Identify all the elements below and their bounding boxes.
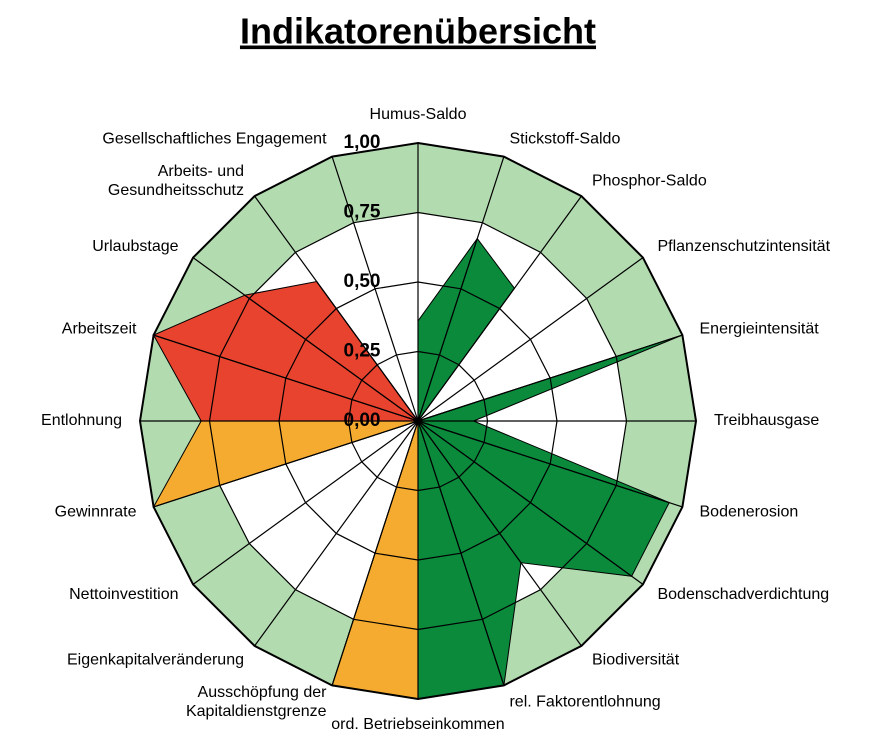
spoke xyxy=(417,195,582,422)
category-label: Arbeits- und Gesundheitsschutz xyxy=(108,163,244,199)
spoke xyxy=(417,420,582,647)
spoke xyxy=(417,420,505,686)
spoke xyxy=(192,257,419,422)
r-tick-label: 0,50 xyxy=(344,271,381,292)
spoke xyxy=(331,156,419,422)
category-label: Bodenschadverdichtung xyxy=(657,586,829,603)
r-tick-label: 0,75 xyxy=(344,202,381,223)
r-tick-label: 0,25 xyxy=(344,341,381,362)
category-label: rel. Faktorentlohnung xyxy=(509,694,660,711)
category-label: Gesellschaftliches Engagement xyxy=(102,131,327,148)
category-label: Phosphor-Saldo xyxy=(592,173,707,190)
category-label-line: Kapitaldienstgrenze xyxy=(186,703,327,720)
category-label: Gewinnrate xyxy=(55,504,137,521)
chart-title: Indikatorenübersicht xyxy=(240,11,596,52)
category-label-line: Ausschöpfung der xyxy=(198,684,328,701)
spoke xyxy=(254,195,419,422)
category-label-line: Gesundheitsschutz xyxy=(108,182,244,199)
spoke xyxy=(153,334,419,422)
category-label: Ausschöpfung der Kapitaldienstgrenze xyxy=(186,684,327,720)
spoke xyxy=(417,257,644,422)
category-label: Biodiversität xyxy=(592,652,680,669)
spoke xyxy=(331,420,419,686)
category-label: Arbeitszeit xyxy=(62,321,137,338)
category-label: Bodenerosion xyxy=(700,504,799,521)
spoke xyxy=(417,334,683,422)
category-label: Entlohnung xyxy=(41,412,122,429)
category-label: Stickstoff-Saldo xyxy=(509,131,620,148)
category-label: Eigenkapitalveränderung xyxy=(67,652,244,669)
spoke xyxy=(254,420,419,647)
spoke xyxy=(192,420,419,585)
category-label: Humus-Saldo xyxy=(370,106,467,123)
spoke xyxy=(417,420,644,585)
category-label: Energieintensität xyxy=(700,321,820,338)
spoke xyxy=(417,156,505,422)
spoke xyxy=(417,420,683,508)
category-label: Nettoinvestition xyxy=(69,586,178,603)
r-tick-label: 1,00 xyxy=(344,132,381,153)
category-label: Urlaubstage xyxy=(92,238,178,255)
spoke xyxy=(153,420,419,508)
category-label: Pflanzenschutzintensität xyxy=(657,238,830,255)
r-tick-label: 0,00 xyxy=(344,410,381,431)
category-label-line: Arbeits- und xyxy=(158,163,244,180)
category-label: Treibhausgase xyxy=(714,412,819,429)
category-label: ord. Betriebseinkommen xyxy=(331,716,504,733)
